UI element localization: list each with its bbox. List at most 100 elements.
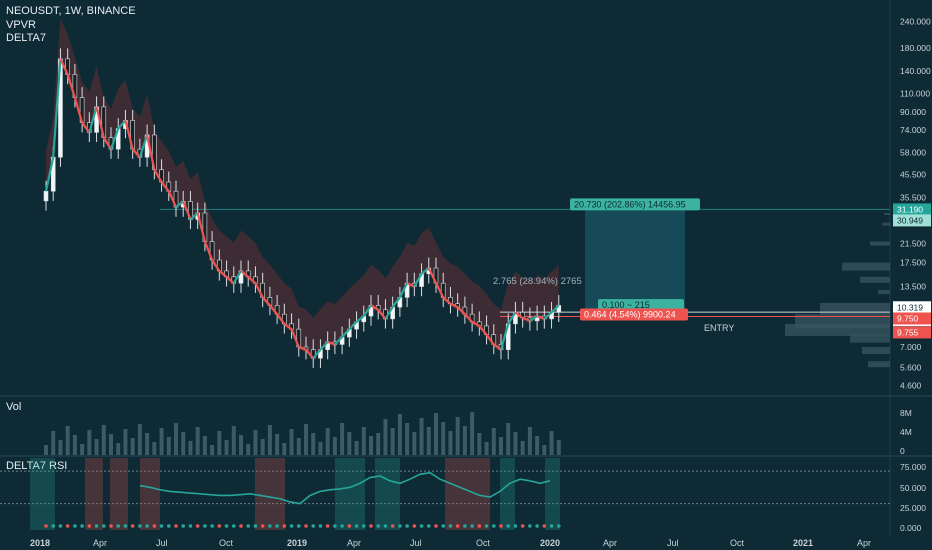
price-axis-tick: 17.500 bbox=[900, 258, 926, 268]
volume-bar bbox=[527, 427, 532, 455]
price-label-bg bbox=[893, 301, 931, 314]
volume-bar bbox=[267, 425, 272, 455]
volume-bar bbox=[246, 444, 251, 455]
trend-line-segment bbox=[254, 282, 264, 298]
trend-line-segment bbox=[406, 282, 415, 288]
trend-line-segment bbox=[124, 120, 134, 150]
trend-line-segment bbox=[269, 304, 278, 315]
vpvr-bar bbox=[884, 212, 890, 215]
volume-bar bbox=[332, 437, 337, 455]
volume-bar bbox=[260, 439, 265, 455]
volume-bar bbox=[535, 436, 540, 455]
volume-bar bbox=[253, 430, 258, 455]
volume-bar bbox=[109, 434, 113, 455]
rsi-dot bbox=[470, 524, 474, 528]
rsi-shade bbox=[335, 458, 365, 530]
rsi-dot bbox=[369, 524, 373, 528]
trend-line-segment bbox=[370, 304, 379, 311]
rsi-dot bbox=[65, 524, 70, 528]
rsi-dot bbox=[275, 524, 279, 528]
trend-line-segment bbox=[66, 74, 76, 98]
trend-line-segment bbox=[471, 320, 480, 327]
trend-line-segment bbox=[398, 282, 409, 298]
target-annotation-bg bbox=[570, 198, 700, 211]
volume-bar bbox=[376, 433, 381, 455]
time-axis-tick: Oct bbox=[219, 538, 234, 548]
indicator-cloud bbox=[46, 18, 559, 361]
price-label: 10.319 bbox=[897, 302, 923, 312]
rsi-dot bbox=[80, 524, 84, 528]
rsi-dot bbox=[340, 524, 344, 528]
trend-line-segment bbox=[464, 313, 473, 323]
vpvr-bar bbox=[820, 302, 890, 315]
trend-line-segment bbox=[44, 156, 55, 192]
rsi-dot bbox=[549, 524, 554, 528]
price-axis-tick: 7.000 bbox=[900, 342, 922, 352]
trend-line-segment bbox=[81, 122, 91, 134]
volume-bar bbox=[412, 432, 417, 455]
rsi-dot bbox=[426, 524, 431, 528]
trend-line-segment bbox=[232, 270, 242, 284]
trend-line-segment bbox=[167, 190, 178, 208]
volume-bar bbox=[556, 440, 561, 455]
time-axis-tick: Apr bbox=[93, 538, 107, 548]
time-axis-tick: Oct bbox=[476, 538, 491, 548]
rsi-shade bbox=[255, 458, 285, 530]
time-axis-tick: Oct bbox=[730, 538, 745, 548]
rsi-dot bbox=[239, 524, 243, 528]
time-axis-tick: Apr bbox=[603, 538, 617, 548]
volume-bar bbox=[181, 432, 186, 455]
price-axis-tick: 90.000 bbox=[900, 107, 926, 117]
volume-bar bbox=[477, 433, 482, 455]
trend-line-segment bbox=[225, 275, 235, 284]
rsi-dot bbox=[491, 524, 496, 528]
volume-bar bbox=[448, 431, 453, 455]
vpvr-bar bbox=[868, 361, 890, 368]
vpvr-bar bbox=[882, 222, 890, 226]
rsi-dot bbox=[304, 524, 308, 528]
rsi-dot bbox=[390, 524, 395, 528]
trend-line-segment bbox=[298, 345, 307, 351]
price-axis-tick: 58.000 bbox=[900, 147, 926, 157]
trend-line-segment bbox=[507, 311, 517, 325]
price-label-bg bbox=[893, 326, 931, 339]
rsi-dot bbox=[325, 524, 330, 528]
volume-bar bbox=[130, 438, 135, 455]
rsi-dot bbox=[282, 524, 287, 528]
volume-bar bbox=[462, 426, 467, 455]
rsi-dot bbox=[181, 524, 186, 528]
trend-line-segment bbox=[189, 212, 199, 221]
rsi-shade bbox=[545, 458, 560, 530]
trend-line-segment bbox=[109, 128, 120, 150]
volume-bar bbox=[166, 437, 171, 455]
trend-line-segment bbox=[319, 341, 329, 351]
rsi-dot bbox=[210, 524, 214, 528]
volume-bar bbox=[80, 444, 85, 455]
volume-bar bbox=[72, 435, 77, 455]
rsi-dot bbox=[354, 524, 359, 528]
trend-line-segment bbox=[160, 181, 170, 192]
entry-label: ENTRY bbox=[704, 323, 734, 333]
volume-bar bbox=[275, 434, 280, 455]
rsi-dot bbox=[217, 524, 222, 528]
rsi-dot bbox=[318, 524, 323, 528]
trend-line-segment bbox=[442, 296, 452, 305]
rsi-dot bbox=[188, 524, 193, 528]
rsi-dot bbox=[44, 524, 48, 528]
rsi-dot bbox=[138, 524, 142, 528]
trend-line-segment bbox=[146, 134, 156, 170]
volume-bar bbox=[188, 441, 193, 455]
rsi-shade bbox=[375, 458, 400, 530]
trend-line-segment bbox=[536, 314, 545, 320]
vpvr-bar bbox=[878, 289, 890, 294]
rsi-pane-label: DELTA7 RSI bbox=[6, 460, 68, 472]
target-annotation: 20.730 (202.86%) 14456.95 bbox=[574, 199, 686, 209]
rsi-dot bbox=[152, 524, 157, 528]
rsi-dot bbox=[174, 524, 178, 528]
volume-bar bbox=[340, 423, 345, 455]
rsi-dot bbox=[296, 524, 301, 528]
volume-bar bbox=[542, 445, 547, 455]
trend-line-segment bbox=[456, 306, 466, 315]
trend-line-segment bbox=[131, 148, 141, 158]
